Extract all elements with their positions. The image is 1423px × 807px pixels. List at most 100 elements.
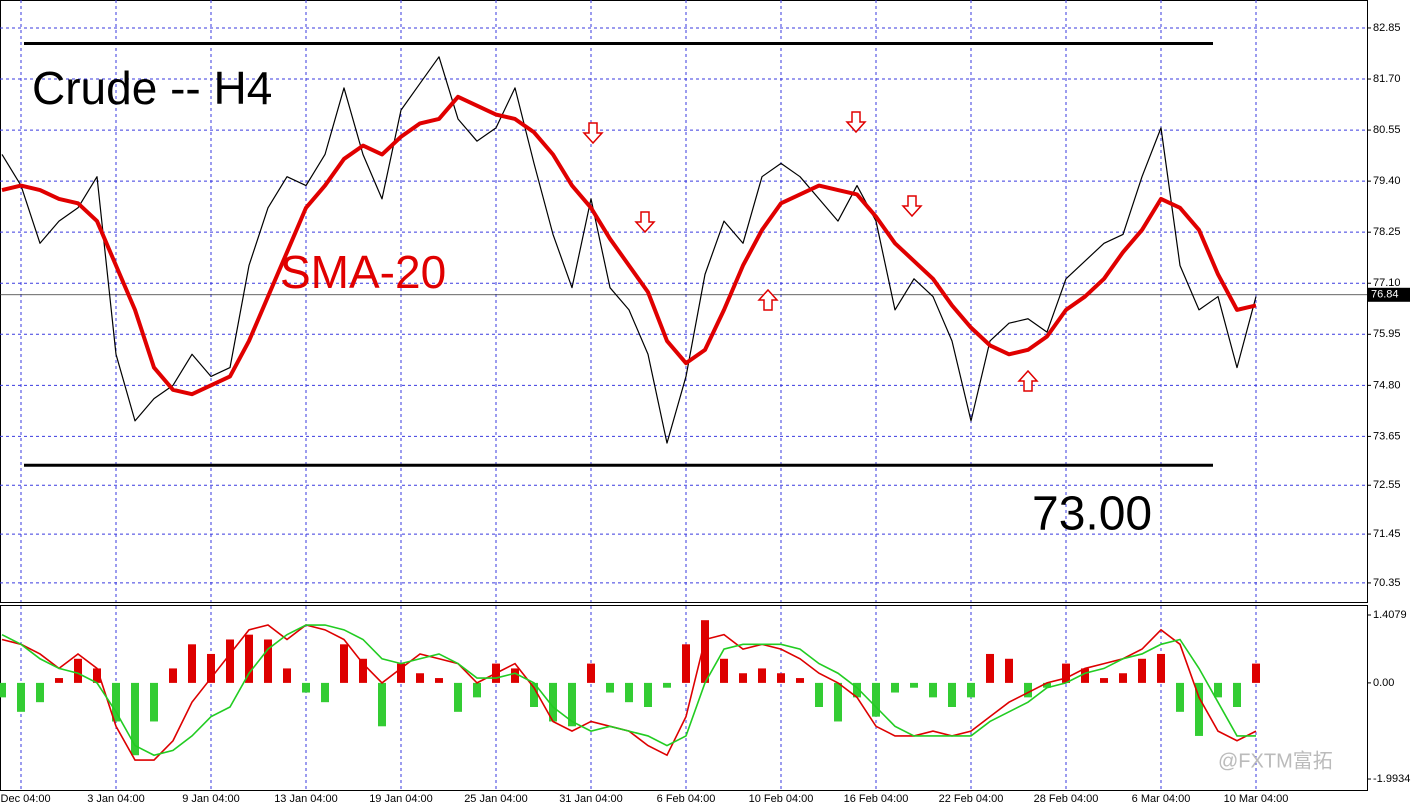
histogram-bar [1100,678,1108,683]
histogram-bar [359,658,367,683]
histogram-bar [1024,682,1032,698]
histogram-bar [302,682,310,693]
histogram-bar [17,682,25,712]
x-tick-label: 7 Dec 04:00 [0,793,51,805]
histogram-bar [0,682,6,698]
histogram-bar [264,639,272,683]
down-arrow [634,211,656,234]
x-tick-label: 16 Feb 04:00 [844,793,909,805]
up-arrow [1017,369,1039,392]
histogram-bar [169,668,177,683]
histogram-bar [986,653,994,683]
histogram-bar [815,682,823,708]
price-line [1,56,1257,444]
histogram-bar [948,682,956,708]
x-tick-label: 10 Mar 04:00 [1224,793,1289,805]
histogram-bar [1081,668,1089,683]
histogram-bar [321,682,329,703]
series-label: SMA-20 [280,246,446,298]
histogram-bar [568,682,576,727]
x-tick-label: 6 Feb 04:00 [657,793,716,805]
histogram-bar [1214,682,1222,698]
up-arrow [757,288,779,311]
histogram-bar [1157,653,1165,683]
histogram-bar [720,658,728,683]
y-tick-label: 73.65 [1373,430,1401,442]
histogram-bar [739,673,747,683]
histogram-bar [150,682,158,722]
histogram-bar [435,678,443,683]
y-tick-label: 0.00 [1373,677,1394,689]
histogram-bar [93,668,101,683]
histogram-bar [549,682,557,722]
y-tick-label: 81.70 [1373,73,1401,85]
histogram-bar [1138,658,1146,683]
histogram-bar [473,682,481,698]
x-tick-label: 19 Jan 04:00 [369,793,433,805]
histogram-bar [796,678,804,683]
histogram-bar [663,682,671,688]
x-tick-label: 25 Jan 04:00 [464,793,528,805]
histogram-bar [587,663,595,683]
histogram-bar [777,673,785,683]
histogram-bar [701,620,709,683]
y-tick-label: 77.10 [1373,277,1401,289]
histogram-bar [891,682,899,693]
marks [0,42,1367,761]
histogram-bar [682,644,690,683]
histogram-bar [340,644,348,683]
histogram-bar [758,668,766,683]
histogram-bar [131,682,139,756]
last-price-label: 76.84 [1371,289,1399,301]
x-tick-label: 13 Jan 04:00 [274,793,338,805]
chart-title: Crude -- H4 [32,62,272,114]
histogram-bar [644,682,652,708]
histogram-bar [1062,663,1070,683]
y-tick-label: 79.40 [1373,175,1401,187]
signal-arrows [582,111,1039,392]
histogram-bar [226,639,234,683]
histogram-bar [1195,682,1203,736]
y-tick-label: 78.25 [1373,226,1401,238]
histogram-bar [929,682,937,698]
y-tick-label: -1.9934 [1373,773,1410,785]
y-tick-label: 75.95 [1373,328,1401,340]
histogram-bar [625,682,633,703]
x-tick-label: 31 Jan 04:00 [559,793,623,805]
histogram-bar [1252,663,1260,683]
histogram-bar [1005,658,1013,683]
histogram-bar [188,644,196,683]
histogram-bar [967,682,975,698]
histogram-bar [207,653,215,683]
histogram-bar [36,682,44,703]
down-arrow [845,111,867,134]
y-tick-label: 1.4079 [1373,609,1407,621]
x-tick-label: 28 Feb 04:00 [1034,793,1099,805]
x-tick-label: 3 Jan 04:00 [87,793,145,805]
y-tick-label: 72.55 [1373,479,1401,491]
y-tick-label: 82.85 [1373,22,1401,34]
histogram-bar [378,682,386,727]
x-tick-label: 22 Feb 04:00 [939,793,1004,805]
histogram-bar [245,634,253,683]
histogram-bar [112,682,120,722]
histogram-bar [283,668,291,683]
price-line [1,94,1257,397]
histogram-bar [416,673,424,683]
x-tick-label: 10 Feb 04:00 [749,793,814,805]
histogram-bar [1233,682,1241,708]
histogram-bar [606,682,614,693]
down-arrow [901,195,923,218]
histogram-bar [511,668,519,683]
level-label: 73.00 [1032,488,1152,541]
x-tick-label: 6 Mar 04:00 [1132,793,1191,805]
indicator-line [1,624,1256,757]
indicator-panel [0,605,1368,791]
histogram-bar [853,682,861,698]
histogram-bar [397,663,405,683]
histogram-bar [530,682,538,708]
histogram-bar [910,682,918,688]
histogram-bar [454,682,462,712]
y-tick-label: 74.80 [1373,379,1401,391]
